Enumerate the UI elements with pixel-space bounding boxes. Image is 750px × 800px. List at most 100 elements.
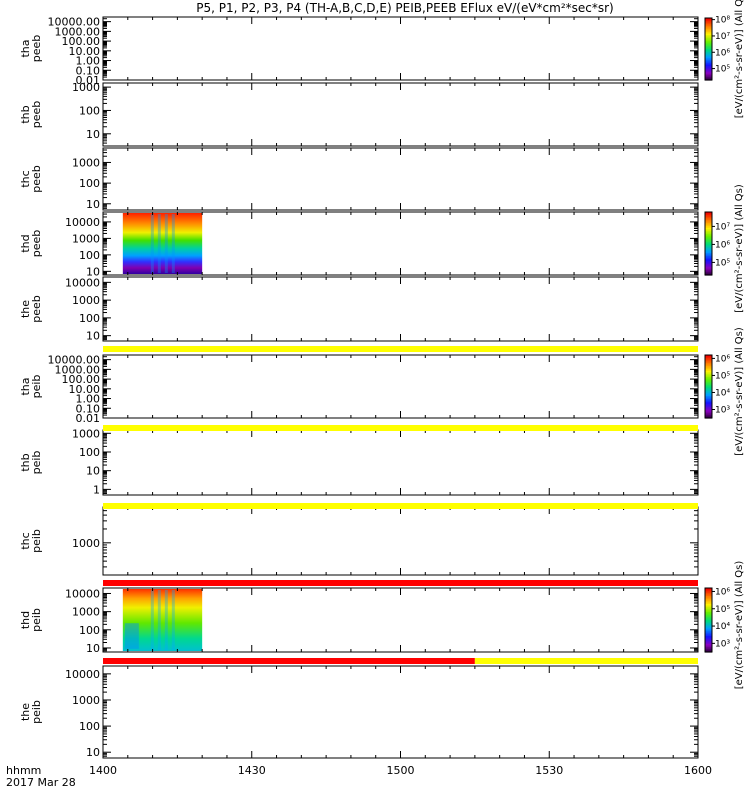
colorbar-cell bbox=[705, 27, 712, 30]
colorbar-cell bbox=[705, 647, 712, 650]
colorbar-cell bbox=[705, 391, 712, 394]
colorbar-cell bbox=[705, 602, 712, 605]
status-bar-segment bbox=[103, 658, 475, 664]
colorbar-cell bbox=[705, 254, 712, 257]
colorbar-cell bbox=[705, 613, 712, 616]
panel-probe-label: tha bbox=[19, 39, 32, 57]
y-tick-label: 1000.00 bbox=[55, 25, 101, 38]
x-tick-label: 1400 bbox=[89, 764, 117, 777]
colorbar-cell bbox=[705, 259, 712, 262]
colorbar-cell bbox=[705, 265, 712, 268]
panel-frame-thb-peib bbox=[102, 429, 699, 496]
y-tick-label: 1.00 bbox=[76, 393, 101, 406]
colorbar-cell bbox=[705, 230, 712, 234]
colorbar-cell bbox=[705, 245, 712, 248]
colorbar-tick-label: 10³ bbox=[715, 639, 730, 649]
spectrogram-fill-thd-peib bbox=[122, 589, 203, 651]
colorbar-cell bbox=[705, 612, 712, 615]
colorbar-cell bbox=[705, 378, 712, 381]
y-tick-label: 10 bbox=[86, 265, 100, 278]
colorbar-cell bbox=[705, 626, 712, 629]
colorbar-cell bbox=[705, 367, 712, 370]
panel-probe-label: thd bbox=[19, 611, 32, 629]
y-tick-label: 1000 bbox=[72, 294, 100, 307]
spectrogram-structure bbox=[164, 214, 168, 273]
colorbar-cell bbox=[705, 408, 712, 411]
spectrogram-structure bbox=[157, 214, 161, 273]
y-tick-label: 10000.00 bbox=[48, 16, 101, 29]
colorbar-cell bbox=[705, 362, 712, 366]
panel-frame-tha-peeb bbox=[102, 16, 699, 81]
spectrogram-structure bbox=[150, 214, 154, 273]
colorbar-cell bbox=[705, 623, 712, 626]
colorbar-cell bbox=[705, 400, 712, 403]
colorbar-cell bbox=[705, 263, 712, 267]
colorbar-cell bbox=[705, 589, 712, 592]
panel-probe-label: thd bbox=[19, 234, 32, 252]
panel-frame-thc-peeb bbox=[102, 147, 699, 211]
colorbar-cell bbox=[705, 270, 712, 273]
panel-frame-thb-peeb bbox=[102, 82, 699, 147]
colorbar-cell bbox=[705, 67, 712, 70]
status-bar-segment bbox=[103, 503, 698, 509]
colorbar-cell bbox=[705, 215, 712, 218]
colorbar-cell bbox=[705, 229, 712, 232]
panel-probe-label: the bbox=[19, 300, 32, 318]
colorbar-cell bbox=[705, 216, 712, 219]
status-bar-segment bbox=[103, 580, 698, 586]
panel-frame-the-peeb bbox=[102, 276, 699, 342]
colorbar-cell bbox=[705, 397, 712, 400]
panel-probe-label: thb bbox=[19, 105, 32, 123]
x-tick-label: 1530 bbox=[535, 764, 563, 777]
colorbar-cell bbox=[705, 411, 712, 414]
colorbar-cell bbox=[705, 615, 712, 618]
colorbar-cell bbox=[705, 75, 712, 78]
colorbar-cell bbox=[705, 22, 712, 25]
y-tick-label: 10000 bbox=[65, 216, 100, 229]
colorbar-cell bbox=[705, 25, 712, 28]
y-tick-label: 10.00 bbox=[69, 383, 101, 396]
colorbar-cell bbox=[705, 251, 712, 254]
colorbar-cell bbox=[705, 31, 712, 35]
spectrogram-structure bbox=[171, 214, 175, 273]
colorbar-cell bbox=[705, 594, 712, 597]
colorbar-cell bbox=[705, 249, 712, 252]
colorbar-cell bbox=[705, 21, 712, 24]
colorbar-cell bbox=[705, 73, 712, 76]
y-tick-label: 100.00 bbox=[62, 373, 101, 386]
y-tick-label: 10.00 bbox=[69, 45, 101, 58]
colorbar-cell bbox=[705, 637, 712, 640]
colorbar-cell bbox=[705, 384, 712, 388]
colorbar-cell bbox=[705, 634, 712, 637]
y-tick-label: 100.00 bbox=[62, 35, 101, 48]
y-tick-label: 1000 bbox=[72, 156, 100, 169]
colorbar-cell bbox=[705, 624, 712, 627]
y-tick-label: 10000 bbox=[65, 587, 100, 600]
colorbar-cell bbox=[705, 248, 712, 251]
colorbar-cell bbox=[705, 268, 712, 271]
colorbar-cell bbox=[705, 640, 712, 643]
panel-probe-label: the bbox=[19, 703, 32, 721]
colorbar-cell bbox=[705, 56, 712, 59]
colorbar-cell bbox=[705, 402, 712, 405]
status-bar-segment bbox=[103, 425, 698, 431]
colorbar-cell bbox=[705, 389, 712, 392]
colorbar-cell bbox=[705, 226, 712, 229]
colorbar-cell bbox=[705, 616, 712, 619]
colorbar-cell bbox=[705, 605, 712, 608]
panel-species-label: peeb bbox=[30, 295, 43, 323]
colorbar-tick-label: 10⁶ bbox=[715, 354, 730, 364]
colorbar-cell bbox=[705, 58, 712, 61]
colorbar-cell bbox=[705, 356, 712, 359]
colorbar-cell bbox=[705, 592, 712, 595]
spectrogram-structure bbox=[150, 590, 154, 650]
colorbar-frame bbox=[704, 354, 713, 419]
colorbar-cell bbox=[705, 72, 712, 75]
colorbar-cell bbox=[705, 44, 712, 47]
colorbar-cell bbox=[705, 234, 712, 237]
